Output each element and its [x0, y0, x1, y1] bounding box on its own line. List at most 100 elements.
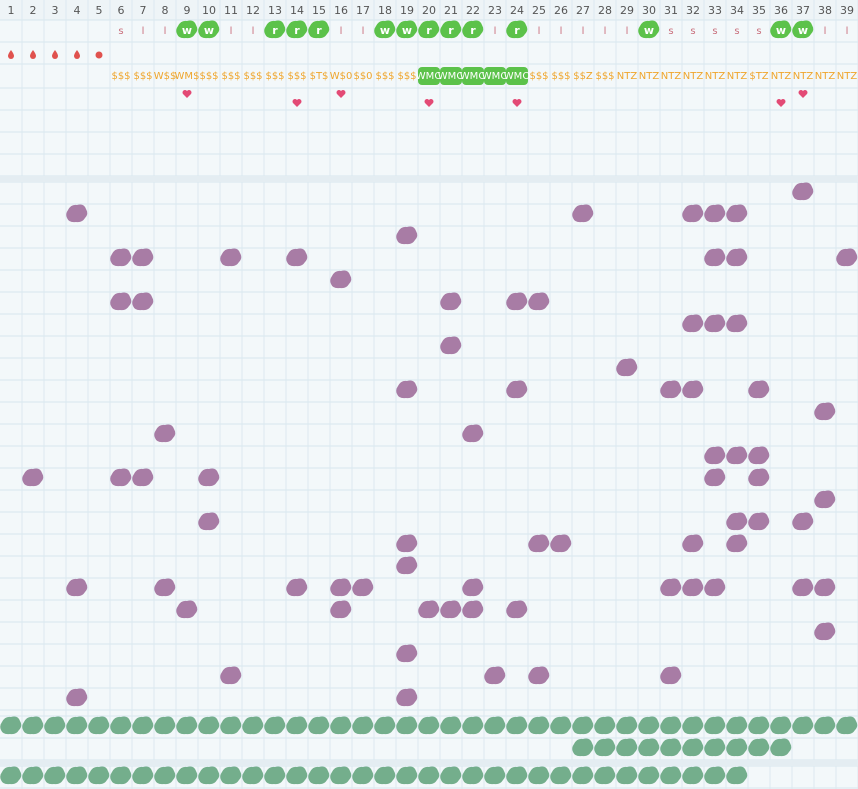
column-tag: s: [756, 26, 761, 37]
heart-icon: [512, 98, 522, 107]
green-blob: [264, 716, 286, 735]
drop-icon: [30, 50, 36, 59]
tag-badge: [176, 20, 198, 39]
column-tag: l: [560, 26, 563, 37]
column-number: 6: [118, 4, 125, 17]
pink-blob: [220, 666, 242, 685]
pink-blob: [506, 380, 528, 399]
drop-icon: [74, 50, 80, 59]
pink-blob: [506, 600, 528, 619]
pink-blob: [726, 446, 748, 465]
green-blob: [616, 766, 638, 785]
column-code: NTZ: [837, 71, 858, 82]
column-number: 12: [246, 4, 260, 17]
column-code: NTZ: [793, 71, 814, 82]
column-tag: w: [798, 24, 808, 37]
green-blob: [440, 716, 462, 735]
green-blob: [220, 766, 242, 785]
column-number: 33: [708, 4, 722, 17]
column-number: 10: [202, 4, 216, 17]
column-code: $$$: [243, 71, 262, 82]
column-code: NTZ: [771, 71, 792, 82]
green-blob: [462, 766, 484, 785]
pink-blob: [352, 578, 374, 597]
column-tag: l: [846, 26, 849, 37]
column-number: 5: [96, 4, 103, 17]
green-blob: [198, 766, 220, 785]
green-blob: [264, 766, 286, 785]
green-blob: [726, 716, 748, 735]
column-code: NTZ: [705, 71, 726, 82]
column-number: 7: [140, 4, 147, 17]
pink-blob: [330, 600, 352, 619]
green-blob: [616, 738, 638, 757]
green-blob: [616, 716, 638, 735]
column-number: 25: [532, 4, 546, 17]
green-blob: [704, 738, 726, 757]
column-code: WMO: [504, 71, 531, 82]
pink-blob: [814, 490, 836, 509]
pink-blob: [616, 358, 638, 377]
pink-blob: [660, 380, 682, 399]
column-tag: l: [494, 26, 497, 37]
pink-blob: [154, 578, 176, 597]
pink-blob: [572, 204, 594, 223]
column-number: 23: [488, 4, 502, 17]
green-blob: [44, 766, 66, 785]
column-tag: w: [204, 24, 214, 37]
green-blob: [660, 716, 682, 735]
pink-blob: [682, 380, 704, 399]
green-blob: [66, 716, 88, 735]
green-blob: [550, 716, 572, 735]
pink-blob: [132, 292, 154, 311]
column-code: $$$: [287, 71, 306, 82]
column-number: 34: [730, 4, 744, 17]
column-number: 32: [686, 4, 700, 17]
column-tag: w: [380, 24, 390, 37]
code-badge: [418, 67, 440, 85]
column-code: NTZ: [639, 71, 660, 82]
green-blob: [770, 716, 792, 735]
green-blob: [484, 766, 506, 785]
column-number: 27: [576, 4, 590, 17]
pink-blob: [462, 600, 484, 619]
column-code: WMO: [416, 71, 443, 82]
green-blob: [396, 716, 418, 735]
column-code: $T$: [310, 71, 329, 82]
green-blob: [748, 716, 770, 735]
column-code: $$$: [375, 71, 394, 82]
column-code: $$$: [529, 71, 548, 82]
column-tag: r: [426, 24, 432, 37]
tag-badge: [264, 20, 286, 39]
column-code: $$$: [551, 71, 570, 82]
column-code: WMO: [482, 71, 509, 82]
column-tag: w: [644, 24, 654, 37]
green-blob: [88, 766, 110, 785]
tag-badge: [286, 20, 308, 39]
column-number: 21: [444, 4, 458, 17]
column-code: W$0: [330, 71, 353, 82]
pink-blob: [462, 424, 484, 443]
pink-blob: [660, 666, 682, 685]
green-blob: [308, 766, 330, 785]
column-tag: l: [340, 26, 343, 37]
pink-blob: [682, 578, 704, 597]
heart-icon: [424, 99, 434, 107]
pink-blob: [198, 468, 220, 487]
green-blob: [132, 766, 154, 785]
pink-blob: [660, 578, 682, 597]
pink-blob: [704, 314, 726, 333]
pink-blob: [110, 248, 132, 267]
pink-blob: [726, 534, 748, 553]
green-blob: [814, 716, 836, 735]
pink-blob: [682, 534, 704, 553]
green-blob: [374, 766, 396, 785]
pink-blob: [396, 534, 418, 553]
column-number: 37: [796, 4, 810, 17]
pink-blob: [506, 292, 528, 311]
column-tag: s: [118, 26, 123, 37]
drop-icon: [52, 50, 58, 59]
green-blob: [594, 738, 616, 757]
green-blob: [484, 716, 506, 735]
